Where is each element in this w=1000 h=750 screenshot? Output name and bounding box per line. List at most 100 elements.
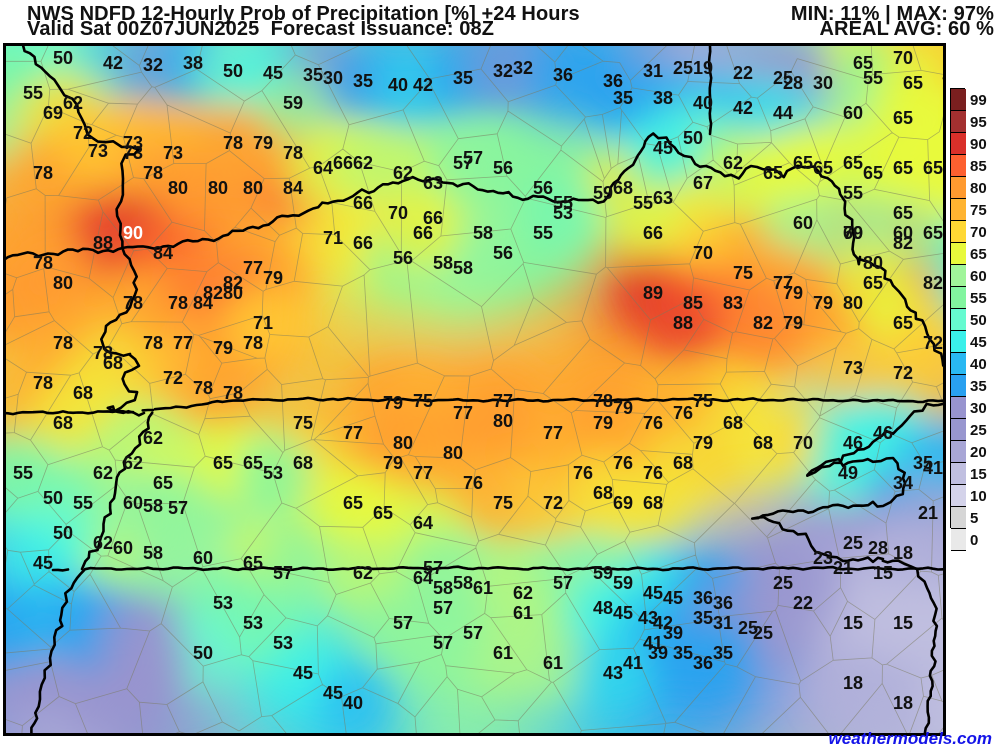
svg-text:68: 68 bbox=[643, 493, 663, 513]
svg-text:78: 78 bbox=[33, 373, 53, 393]
svg-text:79: 79 bbox=[813, 293, 833, 313]
svg-text:58: 58 bbox=[143, 496, 163, 516]
svg-text:59: 59 bbox=[613, 573, 633, 593]
svg-text:35: 35 bbox=[713, 643, 733, 663]
svg-text:82: 82 bbox=[753, 313, 773, 333]
svg-text:70: 70 bbox=[893, 48, 913, 68]
svg-text:31: 31 bbox=[713, 613, 733, 633]
svg-text:49: 49 bbox=[838, 463, 858, 483]
svg-text:61: 61 bbox=[543, 653, 563, 673]
svg-text:69: 69 bbox=[43, 103, 63, 123]
svg-text:36: 36 bbox=[713, 593, 733, 613]
svg-text:84: 84 bbox=[153, 243, 173, 263]
svg-text:78: 78 bbox=[33, 253, 53, 273]
svg-text:66: 66 bbox=[333, 153, 353, 173]
svg-text:60: 60 bbox=[893, 223, 913, 243]
svg-text:60: 60 bbox=[193, 548, 213, 568]
svg-text:78: 78 bbox=[193, 378, 213, 398]
svg-text:45: 45 bbox=[643, 583, 663, 603]
svg-text:42: 42 bbox=[733, 98, 753, 118]
svg-text:58: 58 bbox=[453, 573, 473, 593]
svg-text:73: 73 bbox=[163, 143, 183, 163]
svg-text:25: 25 bbox=[773, 573, 793, 593]
svg-text:30: 30 bbox=[323, 68, 343, 88]
svg-text:62: 62 bbox=[63, 93, 83, 113]
svg-text:62: 62 bbox=[143, 428, 163, 448]
svg-text:57: 57 bbox=[463, 623, 483, 643]
svg-text:80: 80 bbox=[243, 178, 263, 198]
svg-text:62: 62 bbox=[93, 533, 113, 553]
svg-text:53: 53 bbox=[553, 203, 573, 223]
svg-text:68: 68 bbox=[723, 413, 743, 433]
svg-text:75: 75 bbox=[693, 391, 713, 411]
svg-text:45: 45 bbox=[323, 683, 343, 703]
svg-text:53: 53 bbox=[213, 593, 233, 613]
svg-text:78: 78 bbox=[33, 163, 53, 183]
svg-text:45: 45 bbox=[263, 63, 283, 83]
svg-text:61: 61 bbox=[473, 578, 493, 598]
svg-text:73: 73 bbox=[123, 143, 143, 163]
svg-text:79: 79 bbox=[263, 268, 283, 288]
svg-text:78: 78 bbox=[143, 163, 163, 183]
svg-text:53: 53 bbox=[273, 633, 293, 653]
svg-text:58: 58 bbox=[433, 578, 453, 598]
svg-text:36: 36 bbox=[553, 65, 573, 85]
svg-text:72: 72 bbox=[543, 493, 563, 513]
svg-text:65: 65 bbox=[373, 503, 393, 523]
svg-text:64: 64 bbox=[313, 158, 333, 178]
svg-text:65: 65 bbox=[893, 158, 913, 178]
svg-text:65: 65 bbox=[763, 163, 783, 183]
svg-text:79: 79 bbox=[253, 133, 273, 153]
svg-text:60: 60 bbox=[843, 103, 863, 123]
svg-text:55: 55 bbox=[843, 183, 863, 203]
svg-text:65: 65 bbox=[343, 493, 363, 513]
svg-text:57: 57 bbox=[433, 633, 453, 653]
svg-text:45: 45 bbox=[613, 603, 633, 623]
svg-text:79: 79 bbox=[593, 413, 613, 433]
svg-text:55: 55 bbox=[633, 193, 653, 213]
svg-text:42: 42 bbox=[103, 53, 123, 73]
svg-text:55: 55 bbox=[533, 223, 553, 243]
svg-text:62: 62 bbox=[93, 463, 113, 483]
svg-text:79: 79 bbox=[783, 313, 803, 333]
svg-text:66: 66 bbox=[353, 193, 373, 213]
svg-text:78: 78 bbox=[53, 333, 73, 353]
svg-text:60: 60 bbox=[123, 493, 143, 513]
svg-text:65: 65 bbox=[243, 453, 263, 473]
svg-text:45: 45 bbox=[653, 138, 673, 158]
svg-text:73: 73 bbox=[88, 141, 108, 161]
svg-text:58: 58 bbox=[453, 258, 473, 278]
svg-text:48: 48 bbox=[593, 598, 613, 618]
svg-text:15: 15 bbox=[893, 613, 913, 633]
svg-text:36: 36 bbox=[693, 653, 713, 673]
svg-text:30: 30 bbox=[813, 73, 833, 93]
svg-text:79: 79 bbox=[383, 453, 403, 473]
svg-text:32: 32 bbox=[493, 61, 513, 81]
svg-text:70: 70 bbox=[388, 203, 408, 223]
svg-text:25: 25 bbox=[753, 623, 773, 643]
svg-text:76: 76 bbox=[463, 473, 483, 493]
svg-text:65: 65 bbox=[863, 163, 883, 183]
svg-text:39: 39 bbox=[648, 643, 668, 663]
svg-text:66: 66 bbox=[413, 223, 433, 243]
svg-text:68: 68 bbox=[293, 453, 313, 473]
svg-text:77: 77 bbox=[493, 391, 513, 411]
svg-text:72: 72 bbox=[923, 333, 943, 353]
svg-text:75: 75 bbox=[293, 413, 313, 433]
svg-text:32: 32 bbox=[143, 55, 163, 75]
svg-text:79: 79 bbox=[383, 393, 403, 413]
svg-text:50: 50 bbox=[53, 48, 73, 68]
svg-text:65: 65 bbox=[893, 203, 913, 223]
svg-text:22: 22 bbox=[793, 593, 813, 613]
svg-text:35: 35 bbox=[613, 88, 633, 108]
svg-text:55: 55 bbox=[863, 68, 883, 88]
svg-text:76: 76 bbox=[643, 463, 663, 483]
svg-text:53: 53 bbox=[243, 613, 263, 633]
svg-text:75: 75 bbox=[733, 263, 753, 283]
svg-text:62: 62 bbox=[353, 153, 373, 173]
svg-text:65: 65 bbox=[843, 153, 863, 173]
svg-text:80: 80 bbox=[493, 411, 513, 431]
svg-text:57: 57 bbox=[273, 563, 293, 583]
svg-text:57: 57 bbox=[168, 498, 188, 518]
svg-text:65: 65 bbox=[153, 473, 173, 493]
